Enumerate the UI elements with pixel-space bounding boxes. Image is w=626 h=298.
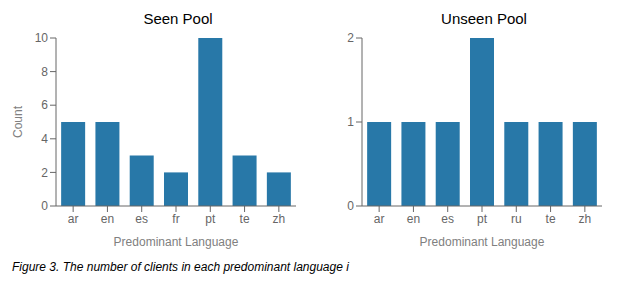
svg-text:Predominant Language: Predominant Language <box>420 235 545 249</box>
svg-text:0: 0 <box>347 199 354 213</box>
svg-text:ru: ru <box>511 212 522 226</box>
svg-text:fr: fr <box>172 212 179 226</box>
svg-text:en: en <box>407 212 420 226</box>
svg-text:pt: pt <box>205 212 216 226</box>
svg-text:te: te <box>240 212 250 226</box>
svg-text:zh: zh <box>579 212 592 226</box>
svg-text:8: 8 <box>41 65 48 79</box>
svg-text:ar: ar <box>374 212 385 226</box>
svg-text:zh: zh <box>273 212 286 226</box>
svg-text:es: es <box>441 212 454 226</box>
html-text:Unseen Pool: Unseen Pool <box>441 10 527 27</box>
svg-text:ar: ar <box>68 212 79 226</box>
html-text:Seen Pool: Seen Pool <box>143 10 213 27</box>
svg-text:6: 6 <box>41 98 48 112</box>
svg-text:te: te <box>546 212 556 226</box>
svg-text:1: 1 <box>347 115 354 129</box>
svg-text:0: 0 <box>41 199 48 213</box>
svg-text:2: 2 <box>41 166 48 180</box>
svg-text:pt: pt <box>477 212 488 226</box>
svg-text:2: 2 <box>347 31 354 45</box>
svg-text:Predominant Language: Predominant Language <box>114 235 239 249</box>
svg-text:en: en <box>101 212 114 226</box>
svg-text:4: 4 <box>41 132 48 146</box>
svg-text:10: 10 <box>35 31 49 45</box>
svg-text:Count: Count <box>11 105 25 138</box>
svg-text:es: es <box>135 212 148 226</box>
html-text:Figure 3. The number of client: Figure 3. The number of clients in each … <box>12 260 349 274</box>
